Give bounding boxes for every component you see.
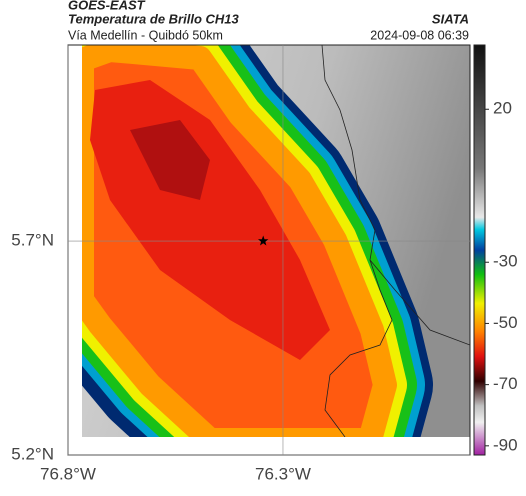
colorbar-tick-label: -90 [493, 435, 518, 454]
credit: SIATA [432, 11, 469, 26]
product-title: Temperatura de Brillo CH13 [68, 11, 240, 26]
colorbar-tick-label: -70 [493, 374, 518, 393]
timestamp: 2024-09-08 06:39 [370, 28, 469, 42]
location-marker [258, 235, 269, 246]
colorbar-tick-label: -30 [493, 252, 518, 271]
colorbar [473, 44, 486, 456]
x-tick-label: 76.3°W [255, 464, 311, 483]
y-tick-label: 5.7°N [11, 230, 54, 249]
x-tick-label: 76.8°W [40, 464, 96, 483]
region: Vía Medellín - Quibdó 50km [68, 28, 223, 42]
colorbar-tick-label: -50 [493, 313, 518, 332]
satellite-image [82, 45, 470, 437]
colorbar-tick-label: 20 [493, 99, 512, 118]
source-title: GOES-EAST [68, 0, 146, 12]
y-tick-label: 5.2°N [11, 444, 54, 463]
